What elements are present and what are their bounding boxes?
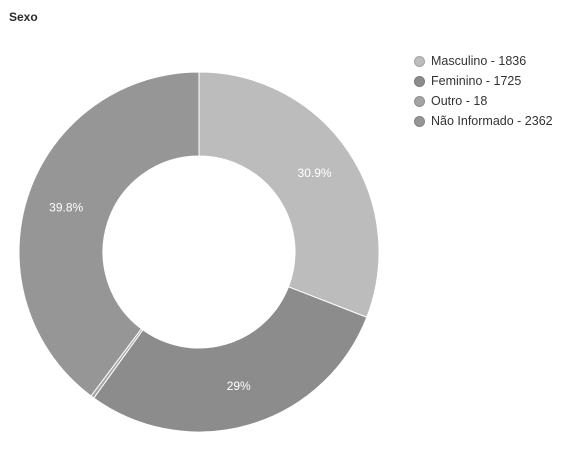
- legend-marker-nao-informado: [414, 115, 425, 127]
- legend-label-feminino: Feminino - 1725: [431, 74, 522, 88]
- legend-marker-feminino: [414, 75, 425, 87]
- slice-label-1: 29%: [227, 379, 251, 393]
- legend: Masculino - 1836 Feminino - 1725 Outro -…: [414, 51, 553, 131]
- donut-chart: 30.9% 29% 39.8%: [18, 71, 380, 433]
- legend-label-outro: Outro - 18: [431, 94, 488, 108]
- legend-marker-outro: [414, 95, 425, 107]
- donut-slice-0[interactable]: [198, 71, 380, 318]
- legend-item-masculino[interactable]: Masculino - 1836: [414, 51, 553, 71]
- legend-item-feminino[interactable]: Feminino - 1725: [414, 71, 553, 91]
- legend-item-nao-informado[interactable]: Não Informado - 2362: [414, 111, 553, 131]
- legend-item-outro[interactable]: Outro - 18: [414, 91, 553, 111]
- slice-label-0: 30.9%: [298, 166, 332, 180]
- chart-title: Sexo: [9, 10, 38, 24]
- legend-label-masculino: Masculino - 1836: [431, 54, 527, 68]
- slice-label-3: 39.8%: [49, 201, 83, 215]
- legend-label-nao-informado: Não Informado - 2362: [431, 114, 553, 128]
- donut-slice-1[interactable]: [93, 286, 368, 433]
- donut-slice-3[interactable]: [18, 71, 200, 397]
- legend-marker-masculino: [414, 55, 425, 67]
